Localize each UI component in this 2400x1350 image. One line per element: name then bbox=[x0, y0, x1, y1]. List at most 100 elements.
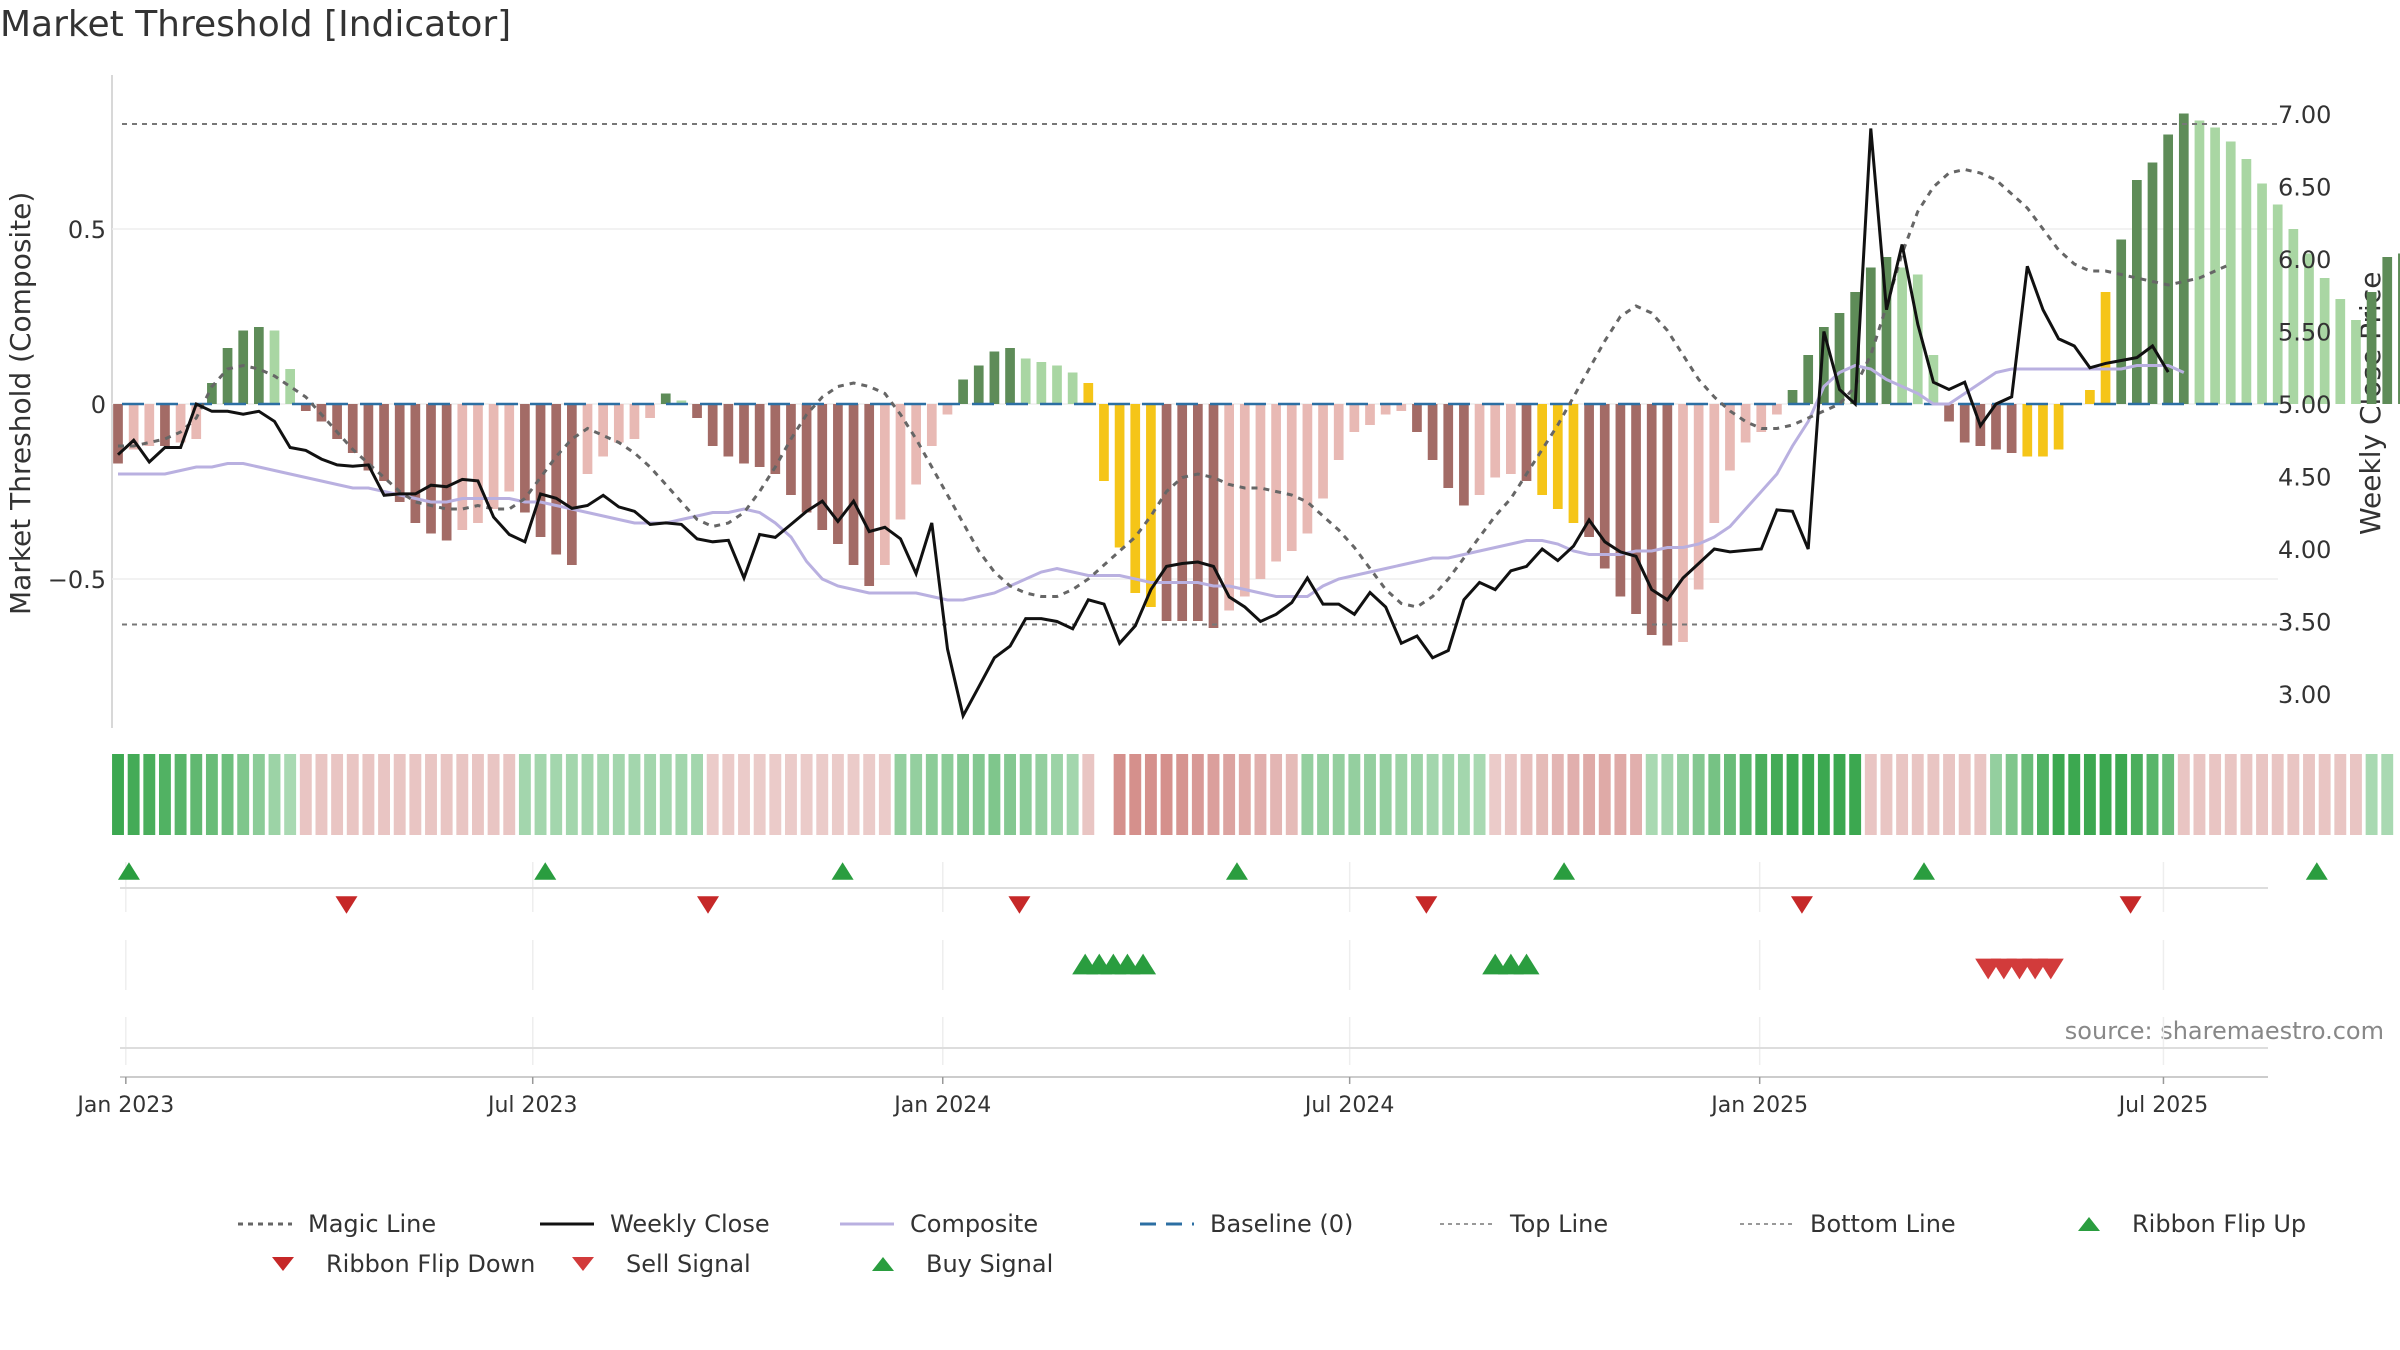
histogram-bar bbox=[1584, 404, 1594, 537]
histogram-bar bbox=[1443, 404, 1454, 488]
histogram-bar bbox=[1286, 404, 1297, 551]
ribbon-cell bbox=[1990, 754, 2002, 835]
ribbon-cell bbox=[205, 754, 218, 835]
y2-tick-label-0: 7.00 bbox=[2278, 101, 2331, 129]
histogram-bar bbox=[2304, 253, 2314, 404]
histogram-bar bbox=[269, 330, 280, 404]
histogram-bar bbox=[723, 404, 734, 457]
ribbon-cell bbox=[425, 754, 437, 835]
ribbon-cell bbox=[1191, 754, 1204, 835]
histogram-bar bbox=[363, 404, 374, 471]
ribbon-cell bbox=[738, 754, 750, 835]
histogram-bar bbox=[582, 404, 593, 474]
histogram-bar bbox=[660, 393, 671, 404]
ribbon-cell bbox=[2350, 754, 2362, 835]
ribbon-cell bbox=[1724, 754, 1736, 835]
ribbon-cell bbox=[1755, 754, 1768, 835]
ribbon-cell bbox=[675, 754, 688, 835]
histogram-bar bbox=[895, 404, 906, 520]
ribbon-cell bbox=[1082, 754, 1095, 835]
ribbon-cell bbox=[1677, 754, 1689, 835]
ribbon-cell bbox=[1364, 754, 1376, 835]
histogram-bar bbox=[1959, 404, 1970, 443]
source-note: source: sharemaestro.com bbox=[2064, 1017, 2384, 1045]
ribbon-cell bbox=[628, 754, 641, 835]
ribbon-cell bbox=[1004, 754, 1016, 835]
ribbon-cell bbox=[472, 754, 484, 835]
histogram-bar bbox=[1897, 267, 1907, 404]
ribbon-flip-down-marker bbox=[1008, 896, 1031, 914]
ribbon-cell bbox=[722, 754, 735, 835]
histogram-bar bbox=[207, 383, 217, 404]
composite-line bbox=[118, 363, 2185, 602]
ribbon-cell bbox=[2240, 754, 2253, 835]
histogram-bar bbox=[676, 400, 687, 404]
histogram-bar bbox=[848, 404, 859, 565]
ribbon-cell bbox=[1473, 754, 1486, 835]
histogram-bar bbox=[801, 404, 812, 513]
y2-tick-label-4: 5.00 bbox=[2278, 391, 2331, 419]
histogram-bar bbox=[1865, 267, 1876, 404]
ribbon-cell bbox=[957, 754, 970, 835]
histogram-bar bbox=[911, 404, 922, 485]
ribbon-cell bbox=[1285, 754, 1298, 835]
histogram-bar bbox=[1787, 390, 1798, 404]
y2-tick-label-6: 4.00 bbox=[2278, 536, 2331, 564]
histogram-bar bbox=[1944, 404, 1954, 422]
ribbon bbox=[112, 754, 2394, 835]
x-tick-label: Jul 2023 bbox=[486, 1093, 578, 1118]
histogram-bar bbox=[770, 404, 781, 474]
ribbon-cell bbox=[2365, 754, 2378, 835]
ribbon-cell bbox=[1129, 754, 1142, 835]
histogram-bar bbox=[707, 404, 718, 446]
y2-tick-label-2: 6.00 bbox=[2278, 246, 2331, 274]
histogram-bar bbox=[1192, 404, 1203, 621]
ribbon-cell bbox=[252, 754, 265, 835]
histogram-bar bbox=[2006, 404, 2017, 453]
ribbon-cell bbox=[1504, 754, 1517, 835]
ribbon-flip-down-marker bbox=[1790, 896, 1813, 914]
histogram-bar bbox=[2241, 159, 2252, 404]
histogram-bar bbox=[1380, 404, 1391, 415]
histogram-bar bbox=[2382, 257, 2393, 404]
histogram-bar bbox=[2225, 141, 2236, 404]
chart-title: Market Threshold [Indicator] bbox=[0, 4, 512, 45]
x-tick-label: Jul 2024 bbox=[1303, 1093, 1395, 1118]
histogram-bar bbox=[504, 404, 515, 492]
histogram-bar bbox=[2272, 204, 2283, 404]
ribbon-cell bbox=[894, 754, 907, 835]
histogram-bar bbox=[175, 404, 186, 443]
histogram-bar bbox=[1271, 404, 1281, 562]
ribbon-cell bbox=[941, 754, 954, 835]
histogram-bar bbox=[1005, 348, 1015, 404]
ribbon-cell bbox=[1176, 754, 1189, 835]
histogram-bar bbox=[1662, 404, 1673, 646]
ribbon-cell bbox=[2005, 754, 2018, 835]
histogram-bar bbox=[1631, 404, 1641, 614]
ribbon-cell bbox=[190, 754, 203, 835]
histogram-bar bbox=[1239, 404, 1250, 597]
ribbon-cell bbox=[2037, 754, 2049, 835]
histogram-bar bbox=[488, 404, 499, 509]
ribbon-cell bbox=[159, 754, 171, 835]
histogram-bar bbox=[2351, 320, 2361, 404]
histogram-bar bbox=[1302, 404, 1313, 534]
y-tick-label-1: 0 bbox=[91, 391, 106, 419]
ribbon-cell bbox=[550, 754, 563, 835]
ribbon-cell bbox=[1207, 754, 1220, 835]
ribbon-cell bbox=[1317, 754, 1329, 835]
histogram-bar bbox=[2335, 299, 2346, 404]
ribbon-cell bbox=[2287, 754, 2300, 835]
histogram-bar bbox=[253, 327, 264, 404]
histogram-bar bbox=[128, 404, 139, 450]
ribbon-cell bbox=[1927, 754, 1940, 835]
ribbon-cell bbox=[1833, 754, 1846, 835]
ribbon-cell bbox=[1551, 754, 1564, 835]
ribbon-cell bbox=[753, 754, 766, 835]
ribbon-cell bbox=[1254, 754, 1267, 835]
ribbon-flip-down-marker bbox=[697, 896, 720, 914]
histogram-bar bbox=[1521, 404, 1532, 481]
y2-tick-label-3: 5.50 bbox=[2278, 319, 2331, 347]
x-tick-label: Jul 2025 bbox=[2117, 1093, 2209, 1118]
